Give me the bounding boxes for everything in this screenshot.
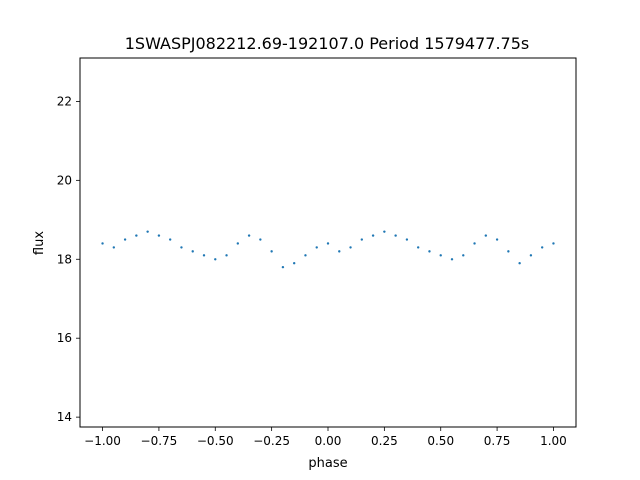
data-point bbox=[484, 234, 488, 237]
data-point bbox=[540, 246, 544, 249]
y-tick-label: 16 bbox=[57, 331, 72, 345]
y-axis-label: flux bbox=[32, 231, 47, 255]
data-point bbox=[123, 238, 127, 241]
data-point bbox=[292, 262, 296, 265]
data-point bbox=[507, 250, 510, 253]
y-tick-label: 22 bbox=[57, 94, 72, 108]
data-point bbox=[270, 250, 273, 253]
data-point bbox=[326, 242, 330, 245]
x-axis-label: phase bbox=[308, 456, 347, 471]
data-point bbox=[247, 234, 251, 237]
data-point bbox=[360, 238, 364, 241]
x-tick-label: −1.00 bbox=[84, 434, 121, 448]
x-axis: −1.00 −0.75 −0.50 −0.25 0.00 0.25 0.50 0.75 1.00 bbox=[84, 427, 567, 448]
data-point bbox=[281, 265, 285, 269]
x-tick-label: 0.25 bbox=[371, 434, 398, 448]
data-point bbox=[135, 234, 138, 237]
data-point bbox=[304, 254, 307, 257]
data-point bbox=[202, 254, 206, 257]
chart-title: 1SWASPJ082212.69-192107.0 Period 1579477… bbox=[125, 34, 530, 53]
data-point bbox=[518, 262, 521, 265]
data-point bbox=[462, 254, 465, 257]
y-axis: 14 16 18 20 22 bbox=[57, 94, 80, 424]
x-tick-label: 1.00 bbox=[540, 434, 567, 448]
data-point bbox=[394, 234, 397, 237]
y-tick-label: 20 bbox=[57, 173, 72, 187]
data-point bbox=[405, 238, 409, 241]
data-point bbox=[315, 246, 318, 249]
data-point bbox=[383, 230, 386, 233]
x-tick-label: 0.00 bbox=[315, 434, 342, 448]
x-tick-label: −0.75 bbox=[141, 434, 178, 448]
y-tick-label: 14 bbox=[57, 410, 72, 424]
data-point bbox=[450, 258, 454, 261]
data-point bbox=[112, 246, 116, 249]
data-point bbox=[428, 250, 431, 253]
data-point bbox=[349, 246, 352, 249]
data-point bbox=[371, 234, 375, 237]
data-point bbox=[191, 250, 194, 253]
x-tick-label: −0.50 bbox=[197, 434, 234, 448]
data-point bbox=[439, 254, 442, 257]
y-tick-label: 18 bbox=[57, 252, 72, 266]
data-point bbox=[259, 238, 262, 241]
data-point bbox=[157, 234, 161, 237]
data-point bbox=[552, 242, 555, 245]
data-point bbox=[101, 242, 104, 245]
data-point bbox=[236, 242, 240, 245]
data-point bbox=[338, 250, 341, 253]
data-points bbox=[101, 230, 555, 269]
data-point bbox=[473, 242, 476, 245]
data-point bbox=[146, 230, 149, 233]
data-point bbox=[416, 246, 420, 249]
data-point bbox=[180, 246, 183, 249]
data-point bbox=[214, 258, 217, 261]
x-tick-label: 0.50 bbox=[427, 434, 454, 448]
x-tick-label: −0.25 bbox=[253, 434, 290, 448]
x-tick-label: 0.75 bbox=[484, 434, 511, 448]
data-point bbox=[225, 254, 228, 257]
data-point bbox=[495, 238, 499, 241]
data-point bbox=[529, 254, 533, 257]
data-point bbox=[168, 238, 172, 241]
